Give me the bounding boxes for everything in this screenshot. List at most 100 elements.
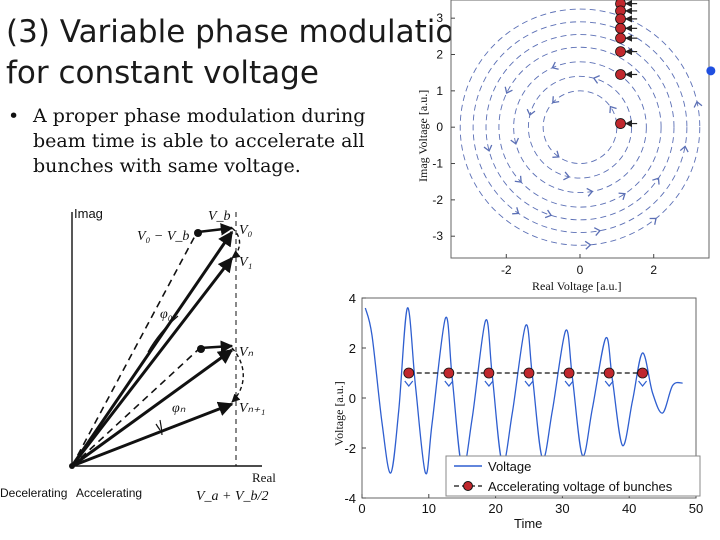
circle-direction-mark bbox=[483, 144, 493, 152]
legend-bunches-marker bbox=[463, 481, 473, 491]
label-vn1: Vₙ₊₁ bbox=[239, 401, 265, 416]
bunch-point-7 bbox=[615, 69, 626, 80]
bunch-point-6 bbox=[615, 46, 626, 57]
imag-axis-label: Imag bbox=[74, 206, 103, 221]
line-x-tick-label: 50 bbox=[689, 501, 703, 516]
line-y-tick-label: 4 bbox=[349, 291, 356, 306]
bunch-voltage-chevron bbox=[524, 380, 534, 387]
line-y-tick-label: -4 bbox=[344, 491, 356, 506]
bunch-voltage-marker-1 bbox=[403, 367, 415, 379]
label-phin: φₙ bbox=[172, 401, 186, 416]
bullet-line-3: bunches with same voltage. bbox=[33, 155, 301, 177]
circle-direction-mark bbox=[504, 86, 513, 94]
polar-y-tick-label: -2 bbox=[432, 193, 443, 207]
line-y-axis-label: Voltage [a.u.] bbox=[332, 381, 346, 446]
legend-bunches-label: Accelerating voltage of bunches bbox=[488, 479, 673, 494]
transition-arrow-bottom bbox=[231, 347, 244, 403]
line-x-tick-label: 20 bbox=[488, 501, 502, 516]
polar-y-tick-label: 1 bbox=[436, 84, 443, 98]
polar-x-axis-label: Real Voltage [a.u.] bbox=[532, 279, 622, 293]
polar-plot-area bbox=[450, 0, 710, 259]
bullet-line-1: A proper phase modulation during bbox=[33, 105, 366, 127]
phase-circle-2 bbox=[527, 75, 633, 179]
phasor-vn-minus-vb bbox=[71, 347, 201, 467]
polar-y-tick-label: 2 bbox=[436, 48, 443, 62]
polar-x-tick-label: 0 bbox=[577, 263, 584, 277]
voltage-series-line bbox=[364, 307, 683, 475]
slide-title: (3) Variable phase modulation for consta… bbox=[6, 12, 474, 94]
phase-circle-6 bbox=[472, 21, 688, 234]
bunch-voltage-marker-5 bbox=[563, 367, 575, 379]
circle-direction-mark bbox=[586, 187, 594, 197]
circle-direction-mark bbox=[584, 240, 592, 250]
phasor-vn bbox=[71, 348, 234, 468]
label-vb: V_b bbox=[208, 209, 231, 224]
line-x-tick-label: 0 bbox=[358, 501, 365, 516]
transition-arrow-top bbox=[231, 227, 241, 259]
title-line-2: for constant voltage bbox=[6, 55, 319, 91]
phasor-vn1 bbox=[71, 401, 234, 468]
label-v0-minus-vb: V₀ − V_b bbox=[137, 229, 189, 244]
circle-direction-mark bbox=[512, 207, 520, 215]
bunch-voltage-chevron bbox=[638, 380, 648, 387]
circle-direction-mark bbox=[609, 105, 617, 114]
circle-direction-mark bbox=[551, 61, 559, 70]
label-va-plus-vb-half: V_a + V_b/2 bbox=[196, 489, 268, 504]
bunch-voltage-chevron bbox=[564, 380, 574, 387]
circle-direction-mark bbox=[514, 175, 522, 183]
bunch-voltage-marker-4 bbox=[523, 367, 535, 379]
generator-point bbox=[706, 66, 716, 76]
line-x-tick-label: 10 bbox=[422, 501, 436, 516]
circle-direction-mark bbox=[592, 75, 600, 84]
origin-point bbox=[69, 463, 75, 469]
phase-circle-5 bbox=[485, 34, 675, 221]
circle-direction-mark bbox=[679, 145, 689, 153]
polar-y-tick-label: 3 bbox=[436, 11, 443, 25]
label-v0: V₀ bbox=[239, 223, 253, 238]
circle-direction-mark bbox=[544, 209, 553, 219]
line-x-axis-label: Time bbox=[514, 516, 542, 531]
chart-legend bbox=[445, 455, 701, 497]
line-y-tick-label: -2 bbox=[344, 441, 356, 456]
circle-direction-mark bbox=[526, 108, 536, 117]
bunch-voltage-marker-6 bbox=[603, 367, 615, 379]
circle-direction-mark bbox=[552, 96, 560, 104]
bunch-voltage-chevron bbox=[404, 380, 414, 387]
polar-y-axis-label: Imag Voltage [a.u.] bbox=[416, 90, 430, 182]
bullet-marker: • bbox=[8, 105, 20, 127]
bunch-voltage-chevron bbox=[484, 380, 494, 387]
label-v1: V₁ bbox=[239, 255, 252, 270]
bunch-marker-bottom bbox=[197, 345, 205, 353]
title-line-1: (3) Variable phase modulation bbox=[6, 14, 475, 50]
line-x-tick-label: 30 bbox=[555, 501, 569, 516]
polar-y-tick-label: -1 bbox=[432, 157, 443, 171]
phasor-v0 bbox=[70, 230, 234, 467]
circle-direction-mark bbox=[563, 171, 571, 181]
phasor-vb-bottom bbox=[199, 340, 234, 353]
bunch-voltage-marker-3 bbox=[483, 367, 495, 379]
circle-direction-mark bbox=[618, 192, 626, 201]
circle-direction-mark bbox=[552, 150, 560, 158]
circle-direction-mark bbox=[652, 177, 660, 185]
circle-direction-mark bbox=[593, 227, 601, 236]
phasor-v1 bbox=[70, 256, 234, 467]
bunch-voltage-chevron bbox=[604, 380, 614, 387]
bunch-voltage-marker-7 bbox=[637, 367, 648, 379]
accelerating-label: Accelerating bbox=[76, 486, 142, 500]
polar-x-tick-label: 2 bbox=[650, 263, 657, 277]
real-axis-label: Real bbox=[252, 470, 276, 485]
phasor-vb-top bbox=[197, 223, 234, 236]
phasor-v0-minus-vb bbox=[71, 233, 197, 467]
legend-voltage-label: Voltage bbox=[488, 459, 531, 474]
phin-arc bbox=[155, 423, 161, 431]
bunch-voltage-marker-2 bbox=[443, 367, 455, 379]
decelerating-label: Decelerating bbox=[0, 486, 67, 500]
line-y-tick-label: 0 bbox=[349, 391, 356, 406]
polar-x-tick-label: -2 bbox=[501, 263, 512, 277]
label-phi0: φ₀ bbox=[160, 307, 173, 322]
label-vn: Vₙ bbox=[239, 345, 254, 360]
phase-circle-3 bbox=[513, 61, 647, 194]
